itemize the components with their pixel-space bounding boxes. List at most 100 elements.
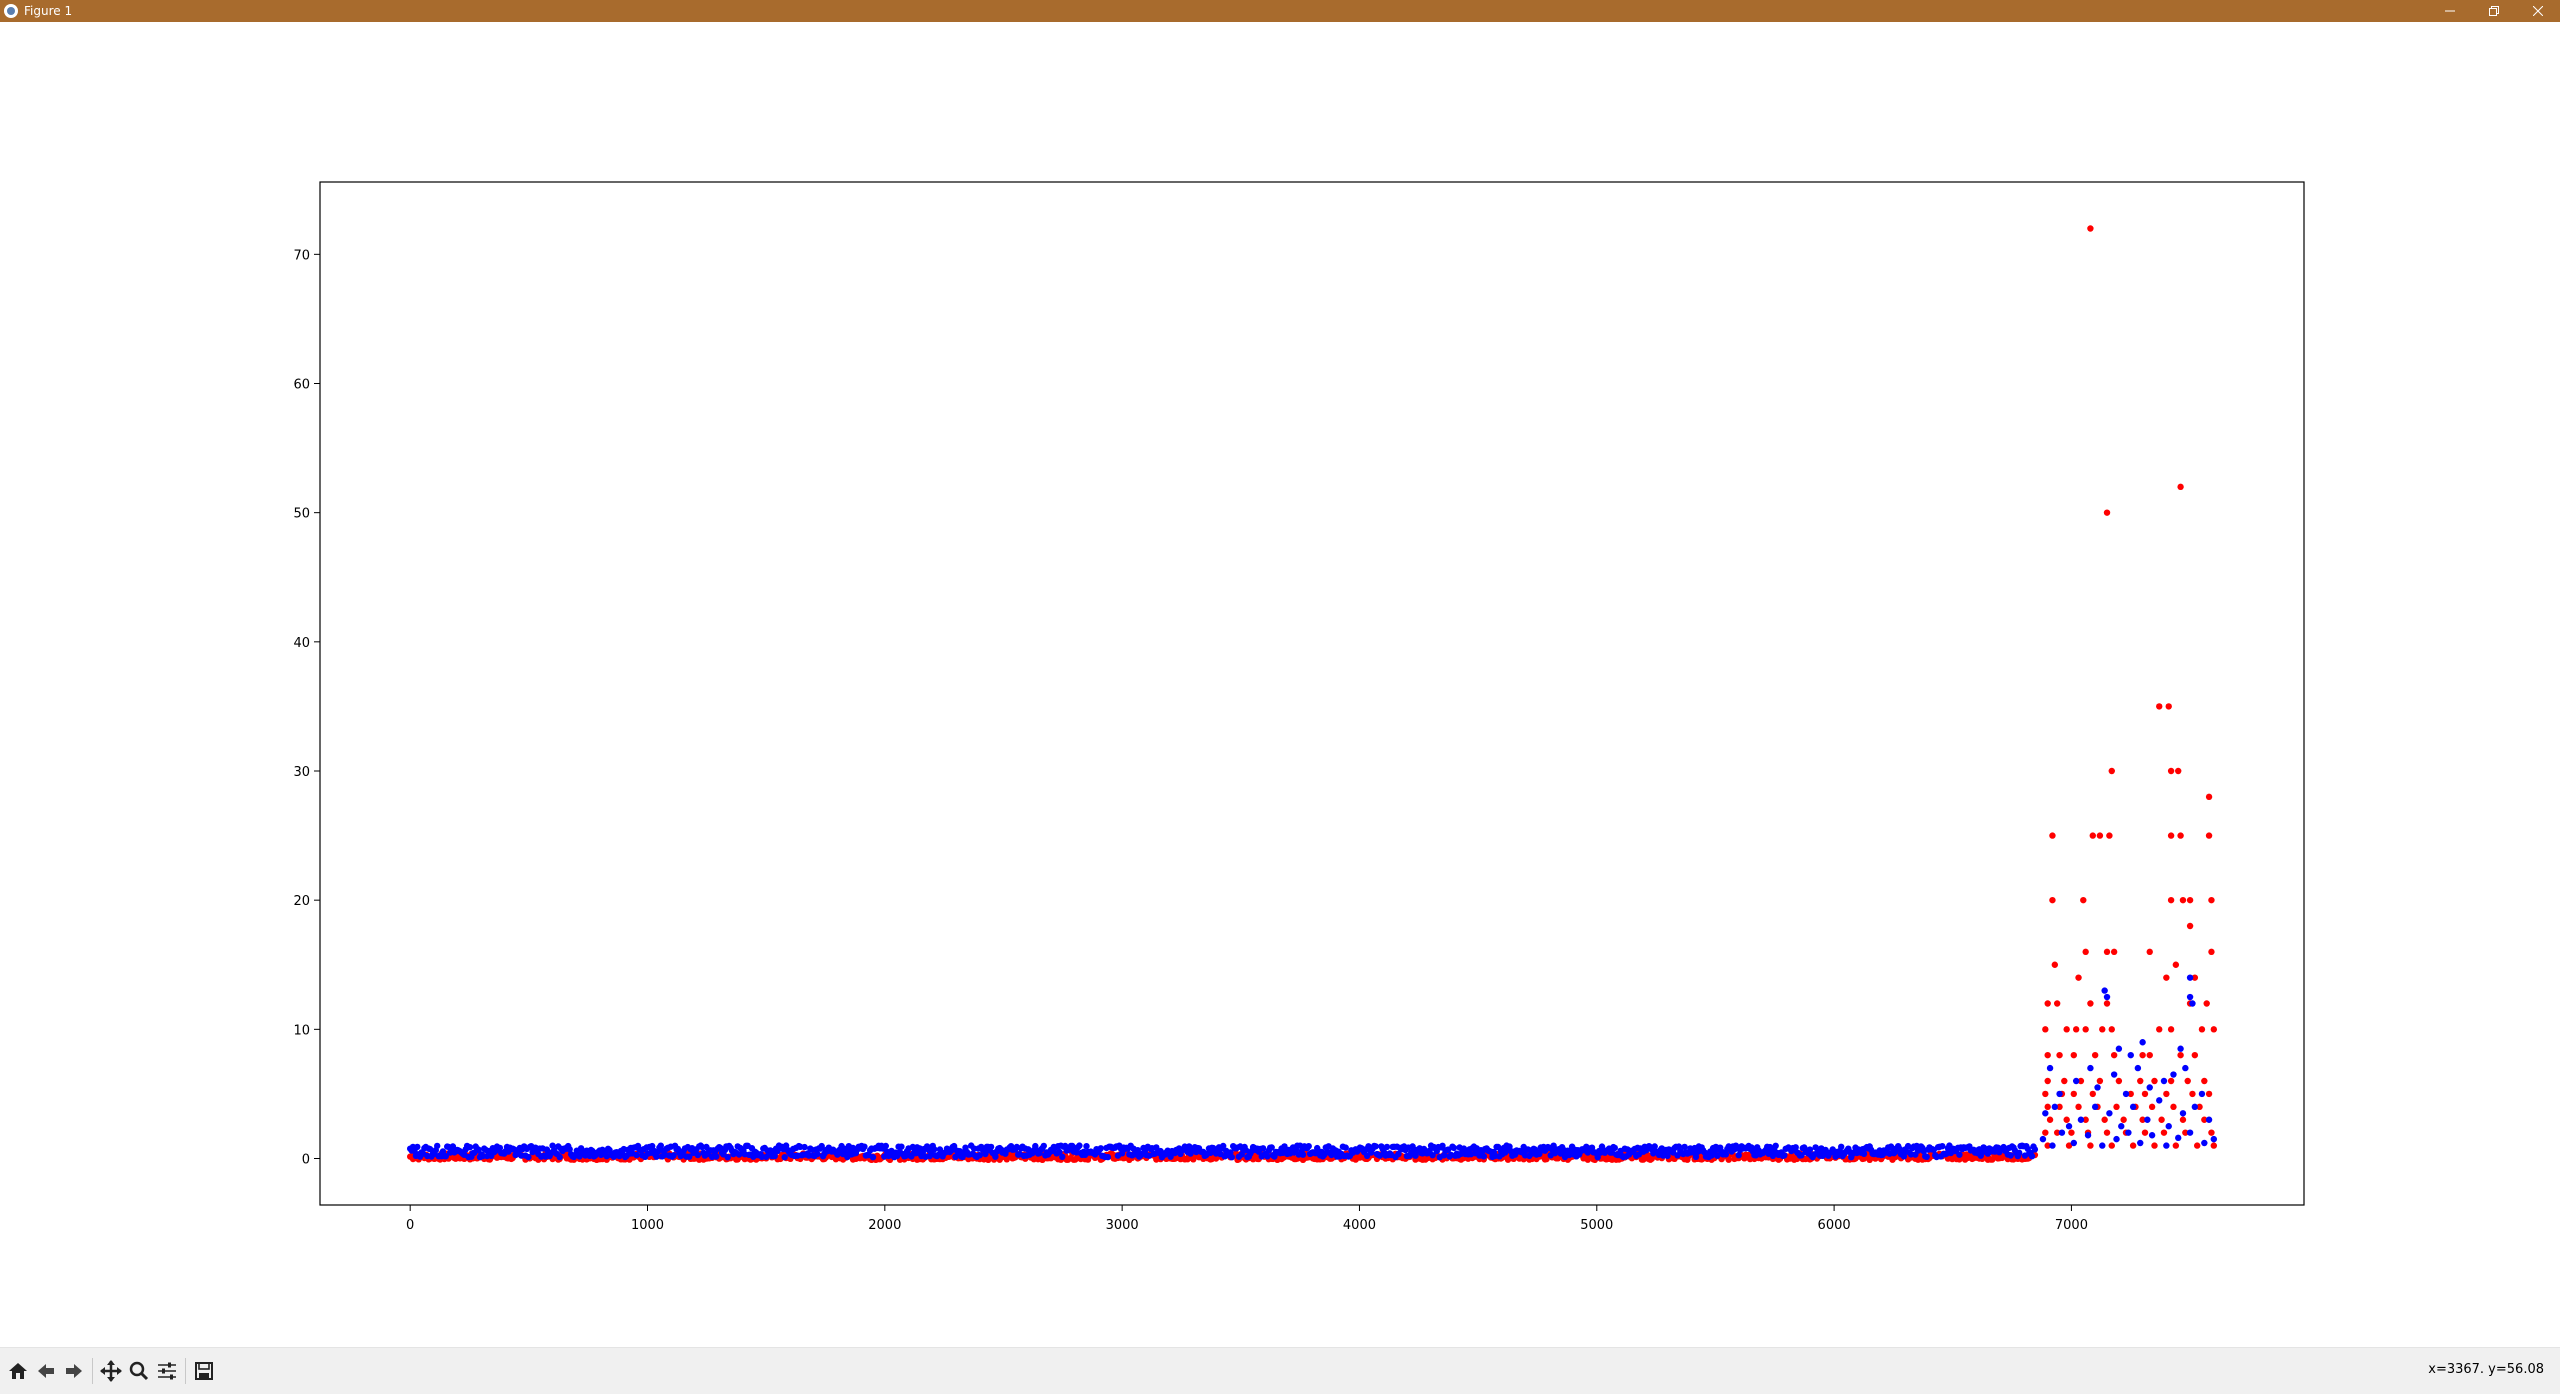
red-point bbox=[2044, 1051, 2051, 1059]
red-point bbox=[2196, 1103, 2203, 1111]
blue-point bbox=[2087, 1064, 2094, 1072]
red-point bbox=[2075, 1103, 2082, 1111]
red-point bbox=[2156, 703, 2163, 710]
band-point bbox=[1664, 1152, 1671, 1160]
red-point bbox=[2115, 1077, 2123, 1085]
band-point bbox=[1383, 1143, 1391, 1151]
blue-point bbox=[2115, 1045, 2123, 1052]
cursor-coordinates: x=3367. y=56.08 bbox=[2428, 1362, 2544, 1377]
red-point bbox=[2156, 1026, 2163, 1033]
band-point bbox=[633, 1151, 640, 1159]
band-point bbox=[1860, 1150, 1868, 1158]
save-icon bbox=[195, 1362, 213, 1380]
restore-button[interactable] bbox=[2472, 0, 2516, 22]
band-point bbox=[992, 1153, 999, 1160]
band-point bbox=[1923, 1153, 1930, 1161]
blue-point bbox=[2139, 1039, 2146, 1046]
red-point bbox=[2158, 1116, 2165, 1123]
band-point bbox=[1543, 1155, 1550, 1163]
home-icon bbox=[9, 1363, 27, 1379]
red-point bbox=[2110, 948, 2118, 956]
red-point bbox=[2146, 948, 2153, 956]
red-point bbox=[2096, 832, 2104, 839]
red-point bbox=[2051, 961, 2059, 968]
x-tick-label: 1000 bbox=[631, 1218, 664, 1233]
figure-canvas[interactable]: 0 1000 2000 3000 4000 5000 6000 7000 0 10 20 30 40 5… bbox=[0, 22, 2560, 1347]
y-tick-label: 30 bbox=[293, 765, 310, 780]
blue-point bbox=[2077, 1116, 2085, 1123]
blue-point bbox=[2122, 1090, 2130, 1098]
blue-point bbox=[2091, 1103, 2099, 1111]
band-point bbox=[2007, 1152, 2014, 1159]
band-point bbox=[1692, 1153, 1700, 1161]
back-button[interactable] bbox=[32, 1355, 60, 1387]
red-point bbox=[2087, 1142, 2094, 1149]
band-point bbox=[1429, 1152, 1436, 1159]
red-point bbox=[2186, 922, 2194, 930]
band-point bbox=[1305, 1143, 1312, 1150]
red-point bbox=[2201, 1077, 2208, 1085]
blue-point bbox=[2070, 1139, 2077, 1147]
red-point bbox=[2061, 1077, 2068, 1085]
red-point bbox=[2167, 1026, 2175, 1033]
red-point bbox=[2044, 1103, 2051, 1111]
red-point bbox=[2103, 1129, 2111, 1136]
red-point bbox=[2053, 1000, 2061, 1007]
blue-point bbox=[2072, 1077, 2080, 1085]
app-icon bbox=[4, 4, 18, 18]
red-point bbox=[2198, 1026, 2206, 1033]
band-point bbox=[657, 1142, 664, 1149]
red-point bbox=[2075, 974, 2082, 981]
pan-button[interactable] bbox=[97, 1355, 125, 1387]
band-point bbox=[1722, 1151, 1730, 1158]
blue-series bbox=[2039, 974, 2218, 1149]
red-point bbox=[2172, 1142, 2180, 1149]
red-point bbox=[2160, 1129, 2168, 1136]
red-point bbox=[2151, 1142, 2158, 1149]
save-button[interactable] bbox=[190, 1355, 218, 1387]
band-point bbox=[1792, 1144, 1799, 1151]
forward-button[interactable] bbox=[60, 1355, 88, 1387]
blue-point bbox=[2177, 1045, 2184, 1052]
red-point bbox=[2167, 896, 2175, 904]
y-tick-label: 10 bbox=[293, 1023, 310, 1038]
close-button[interactable] bbox=[2516, 0, 2560, 22]
red-point bbox=[2182, 1129, 2189, 1136]
y-tick-label: 70 bbox=[293, 248, 310, 263]
blue-point bbox=[2163, 1142, 2170, 1149]
band-point bbox=[442, 1153, 449, 1160]
red-point bbox=[2044, 1000, 2051, 1007]
band-point bbox=[976, 1152, 983, 1159]
band-point bbox=[525, 1153, 532, 1161]
band-point bbox=[1611, 1144, 1619, 1152]
x-axis-ticks: 0 1000 2000 3000 4000 5000 6000 7000 bbox=[406, 1205, 2088, 1233]
red-point bbox=[2146, 1051, 2153, 1059]
x-tick-label: 3000 bbox=[1106, 1218, 1139, 1233]
band-point bbox=[1372, 1143, 1379, 1150]
red-point bbox=[2177, 1051, 2184, 1059]
red-point bbox=[2186, 896, 2194, 904]
band-point bbox=[1598, 1143, 1606, 1150]
zoom-button[interactable] bbox=[125, 1355, 153, 1387]
red-point bbox=[2120, 1116, 2127, 1123]
red-point bbox=[2056, 1103, 2063, 1111]
band-point bbox=[781, 1154, 788, 1161]
red-point bbox=[2177, 483, 2184, 491]
band-point bbox=[1681, 1143, 1688, 1151]
blue-series-band bbox=[407, 1142, 2039, 1161]
red-point bbox=[2165, 703, 2172, 710]
minimize-button[interactable] bbox=[2428, 0, 2472, 22]
red-point bbox=[2103, 509, 2111, 516]
band-point bbox=[1735, 1152, 1742, 1159]
band-point bbox=[466, 1144, 474, 1151]
red-point bbox=[2080, 896, 2087, 904]
x-tick-label: 4000 bbox=[1343, 1218, 1376, 1233]
band-point bbox=[1134, 1147, 1142, 1154]
band-point bbox=[1003, 1156, 1010, 1163]
home-button[interactable] bbox=[4, 1355, 32, 1387]
blue-point bbox=[2058, 1129, 2066, 1136]
configure-subplots-button[interactable] bbox=[153, 1355, 181, 1387]
blue-point bbox=[2198, 1090, 2206, 1098]
x-tick-label: 5000 bbox=[1580, 1218, 1613, 1233]
back-icon bbox=[38, 1364, 54, 1378]
